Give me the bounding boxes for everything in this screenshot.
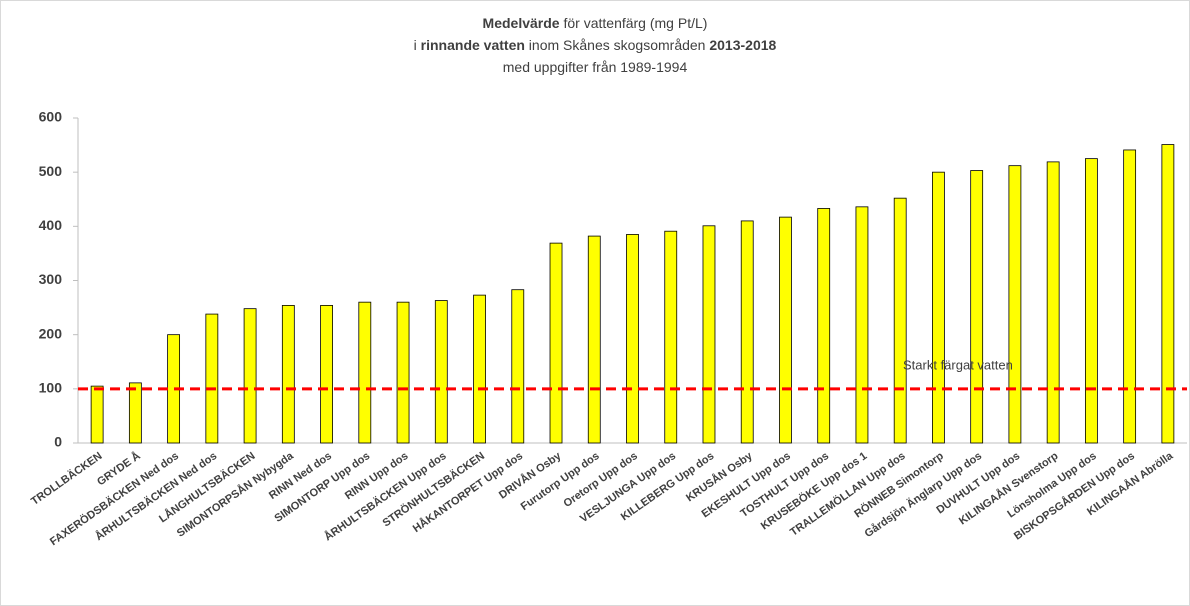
bar <box>855 206 869 444</box>
bar <box>396 301 410 444</box>
y-tick-label: 400 <box>39 217 63 233</box>
bar <box>358 301 372 444</box>
bar <box>702 225 716 444</box>
bar <box>664 230 678 444</box>
bar <box>1046 161 1060 444</box>
y-tick-label: 0 <box>54 434 62 450</box>
bar <box>1084 158 1098 444</box>
bar <box>587 235 601 444</box>
y-tick-label: 600 <box>39 109 63 125</box>
reference-label: Starkt färgat vatten <box>903 357 1013 372</box>
title-segment: Medelvärde <box>483 15 560 31</box>
title-segment: rinnande vatten <box>421 37 525 53</box>
y-tick-label: 200 <box>39 325 63 341</box>
bar <box>626 234 639 444</box>
bar <box>473 294 486 444</box>
title-segment: inom Skånes skogsområden <box>525 37 709 53</box>
bar <box>128 382 142 444</box>
title-segment: i <box>414 37 421 53</box>
y-tick-label: 300 <box>39 271 63 287</box>
bar <box>549 242 563 444</box>
bar <box>893 197 907 444</box>
title-segment: med uppgifter från 1989-1994 <box>503 59 688 75</box>
bar <box>740 220 754 444</box>
bar <box>817 208 831 444</box>
bar <box>205 313 219 444</box>
chart-title: med uppgifter från 1989-1994 <box>503 59 688 75</box>
bar <box>434 300 448 444</box>
bar <box>779 216 792 444</box>
chart-title: Medelvärde för vattenfärg (mg Pt/L) <box>483 15 708 31</box>
y-tick-label: 100 <box>39 380 63 396</box>
chart-title: i rinnande vatten inom Skånes skogsområd… <box>414 37 777 53</box>
bar <box>90 385 104 444</box>
bar <box>1161 144 1175 444</box>
bar <box>281 305 295 444</box>
bar <box>320 305 333 444</box>
bar <box>243 308 257 444</box>
bar <box>970 170 984 444</box>
y-tick-label: 500 <box>39 163 63 179</box>
bar <box>1123 149 1137 444</box>
title-segment: 2013-2018 <box>709 37 776 53</box>
title-segment: för vattenfärg (mg Pt/L) <box>560 15 708 31</box>
bar <box>511 289 525 444</box>
bar <box>932 171 945 444</box>
bar <box>1008 165 1022 444</box>
